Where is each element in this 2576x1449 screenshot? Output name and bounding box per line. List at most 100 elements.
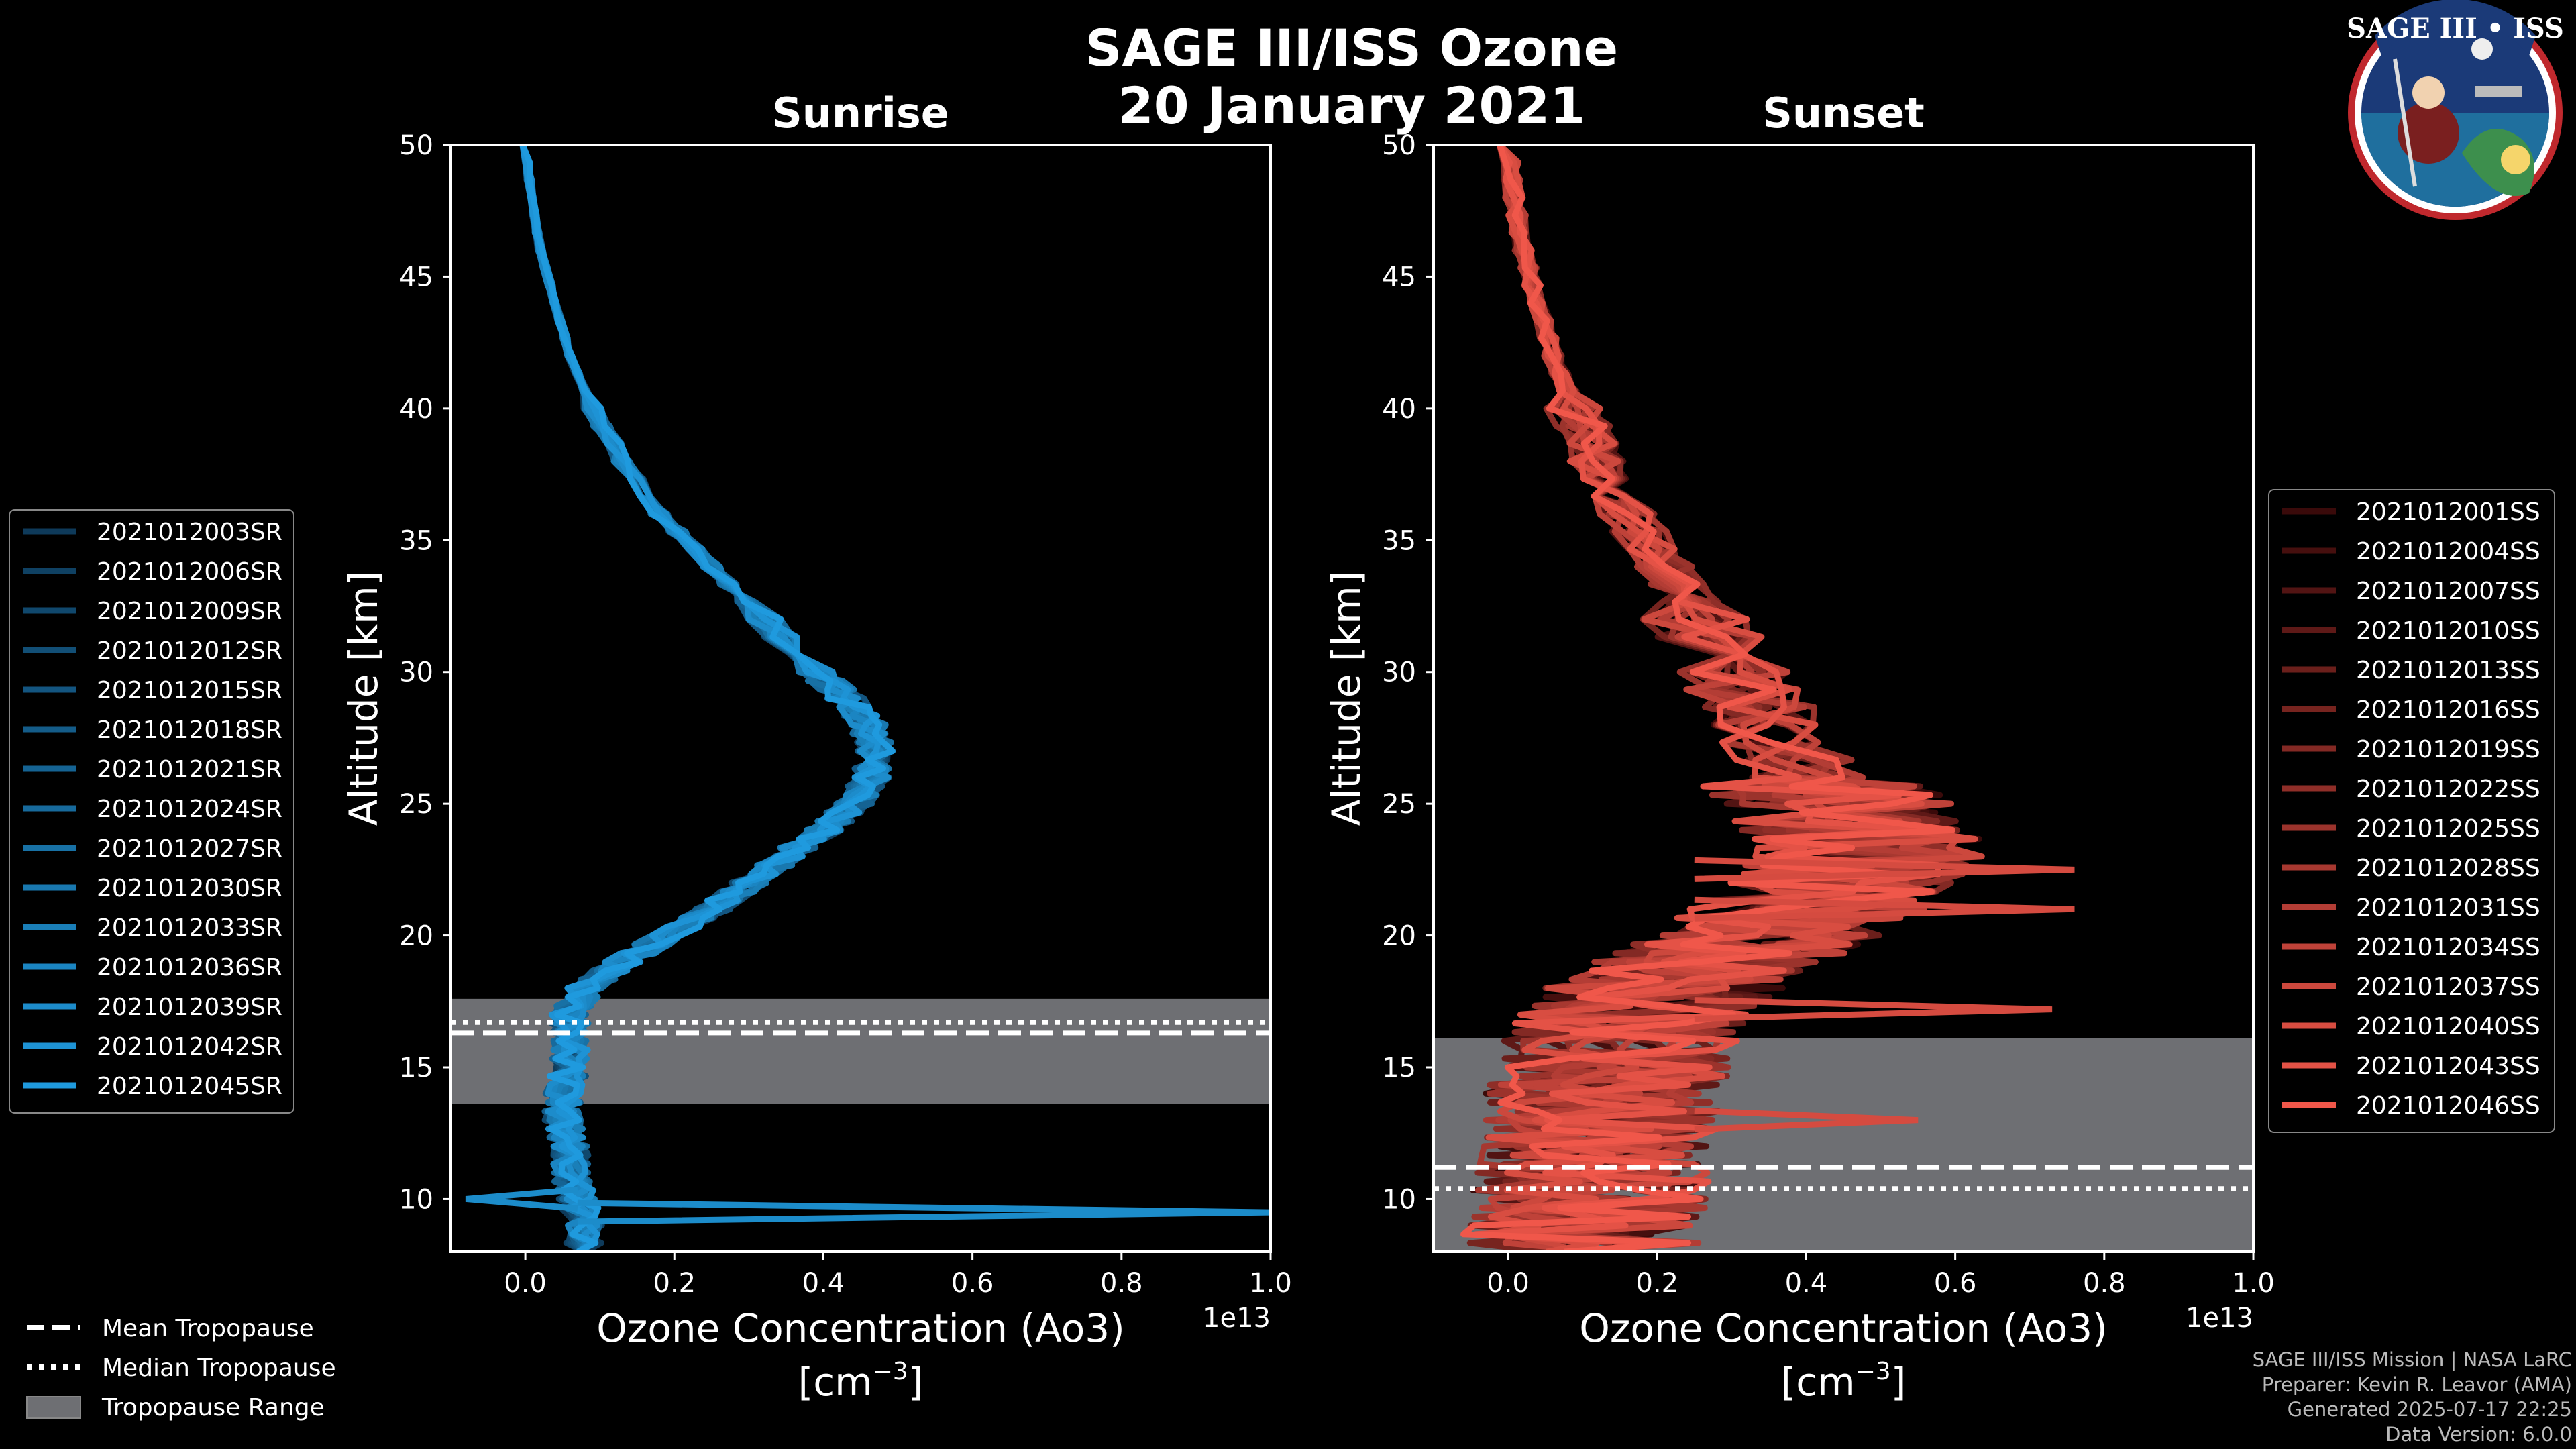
sunrise-ytick-label: 50 [399, 130, 433, 161]
sunset-xtick-label: 1.0 [2232, 1268, 2275, 1299]
sunrise-legend-label: 2021012012SR [97, 637, 282, 665]
sunrise-legend-label: 2021012036SR [97, 954, 282, 981]
sunrise-ytick-label: 35 [399, 525, 433, 556]
sunset-legend-label: 2021012022SS [2356, 775, 2540, 803]
sun-icon [2501, 145, 2530, 174]
sunset-chart: 10 15 20 25 30 35 40 45 50 0.0 0.2 0.4 0.6 0.8 1.0 Alt… [1324, 130, 2555, 1405]
moon-icon [2471, 38, 2493, 60]
sunrise-legend-label: 2021012045SR [97, 1073, 282, 1100]
sunrise-ytick-label: 45 [399, 262, 433, 292]
credit-line: SAGE III/ISS Mission | NASA LaRC [2253, 1348, 2572, 1371]
sunset-ytick-label: 50 [1382, 130, 1416, 161]
sunset-xlabel: Ozone Concentration (Ao3) [1579, 1305, 2108, 1351]
logo-text: SAGE III • ISS [2347, 13, 2564, 44]
sunset-legend-label: 2021012007SS [2356, 578, 2540, 605]
sunset-ytick-label: 15 [1382, 1053, 1416, 1083]
sunset-profile-line [1472, 145, 1942, 1252]
sunrise-profile-line [519, 145, 896, 1252]
sunrise-panel-title: Sunrise [772, 89, 949, 138]
tropopause-range-label: Tropopause Range [101, 1394, 325, 1421]
sunrise-ytick-label: 10 [399, 1184, 433, 1215]
sunrise-legend-label: 2021012042SR [97, 1033, 282, 1061]
sunrise-x-offset: 1e13 [1203, 1303, 1271, 1334]
sunset-ytick-label: 30 [1382, 657, 1416, 688]
sunrise-xtick-label: 0.8 [1100, 1268, 1143, 1299]
tropopause-range-swatch [26, 1396, 81, 1419]
sunrise-legend-label: 2021012027SR [97, 835, 282, 863]
sunset-ytick-label: 45 [1382, 262, 1416, 292]
mean-tropopause-label: Mean Tropopause [102, 1315, 314, 1342]
sunrise-legend-label: 2021012033SR [97, 914, 282, 942]
sunset-ytick-label: 35 [1382, 525, 1416, 556]
sunrise-xlabel: Ozone Concentration (Ao3) [596, 1305, 1125, 1351]
sunset-xtick-label: 0.0 [1487, 1268, 1529, 1299]
sunrise-xtick-label: 0.2 [653, 1268, 696, 1299]
credit-line: Generated 2025-07-17 22:25 [2288, 1398, 2572, 1421]
sunrise-chart: 10 15 20 25 30 35 40 45 50 0.0 0.2 0.4 0.6 0.8 1.0 Alt… [9, 130, 1292, 1405]
sunrise-legend: 2021012003SR 2021012006SR 2021012009SR 2021… [9, 509, 294, 1114]
sunrise-outlier-spike [577, 1199, 1271, 1225]
sunset-x-offset: 1e13 [2186, 1303, 2253, 1334]
sunset-xtick-label: 0.8 [2083, 1268, 2126, 1299]
figure-title-line1: SAGE III/ISS Ozone [1085, 18, 1618, 78]
sunset-legend-frame [2268, 489, 2555, 1133]
sunset-legend-label: 2021012010SS [2356, 617, 2540, 645]
sunrise-profiles [465, 145, 1271, 1252]
sunset-legend-label: 2021012037SS [2356, 973, 2540, 1001]
median-tropopause-label: Median Tropopause [102, 1354, 336, 1382]
sunset-legend-label: 2021012043SS [2356, 1053, 2540, 1080]
sunrise-legend-label: 2021012018SR [97, 716, 282, 744]
sunrise-ytick-label: 20 [399, 921, 433, 952]
tropopause-legend: Mean Tropopause Median Tropopause Tropop… [26, 1315, 336, 1421]
sunset-legend-label: 2021012016SS [2356, 696, 2540, 724]
sunset-legend-label: 2021012004SS [2356, 538, 2540, 566]
sunset-legend-label: 2021012001SS [2356, 498, 2540, 526]
sunset-axes-frame [1432, 144, 2255, 1253]
sunset-xtick-label: 0.6 [1934, 1268, 1977, 1299]
sunrise-xtick-label: 1.0 [1249, 1268, 1292, 1299]
sunset-outlier-spike [1694, 1108, 1919, 1133]
sunset-profile-line [1485, 145, 1978, 1252]
sunset-xtick-label: 0.4 [1785, 1268, 1828, 1299]
sunrise-ytick-label: 25 [399, 789, 433, 820]
sunset-outlier-spike [1694, 896, 2075, 922]
sunset-legend-label: 2021012019SS [2356, 736, 2540, 763]
sunrise-axes-frame [449, 144, 1272, 1253]
sunset-profile-line [1497, 145, 1985, 1252]
sunset-ytick-label: 40 [1382, 394, 1416, 425]
sunrise-xtick-label: 0.6 [951, 1268, 994, 1299]
sunset-legend: 2021012001SS 2021012004SS 2021012007SS 2021… [2268, 489, 2555, 1133]
sunset-legend-label: 2021012025SS [2356, 815, 2540, 843]
sunset-xtick-label: 0.2 [1635, 1268, 1678, 1299]
sunrise-ytick-label: 15 [399, 1053, 433, 1083]
credits: SAGE III/ISS Mission | NASA LaRC Prepare… [2253, 1348, 2572, 1446]
sunrise-legend-label: 2021012003SR [97, 519, 282, 546]
sunset-outlier-spike [1694, 997, 2053, 1022]
sunrise-ytick-label: 40 [399, 394, 433, 425]
sunrise-legend-label: 2021012009SR [97, 598, 282, 625]
sunset-profiles [1460, 145, 2075, 1252]
sunset-ylabel: Altitude [km] [1324, 571, 1369, 826]
sunset-ytick-label: 10 [1382, 1184, 1416, 1215]
sage-iii-iss-logo: SAGE III • ISS [2347, 0, 2564, 220]
sunset-profile-line [1460, 145, 1955, 1252]
sunrise-xlabel-units: [cm−3] [798, 1358, 924, 1405]
sunset-panel-title: Sunset [1762, 89, 1925, 138]
astronomer-figure-icon [2398, 102, 2459, 164]
credit-line: Data Version: 6.0.0 [2385, 1423, 2572, 1446]
sunset-ytick-label: 25 [1382, 789, 1416, 820]
sunrise-xtick-label: 0.4 [802, 1268, 845, 1299]
sunset-outlier-spike [1694, 857, 2075, 882]
sunrise-legend-label: 2021012015SR [97, 677, 282, 704]
sunrise-legend-label: 2021012021SR [97, 756, 282, 784]
sunset-legend-label: 2021012034SS [2356, 934, 2540, 961]
sunrise-ytick-label: 30 [399, 657, 433, 688]
credit-line: Preparer: Kevin R. Leavor (AMA) [2262, 1373, 2572, 1396]
sunrise-legend-label: 2021012039SR [97, 994, 282, 1021]
figure-title-line2: 20 January 2021 [1118, 76, 1585, 136]
iss-station-icon [2475, 86, 2522, 97]
sunrise-xtick-label: 0.0 [504, 1268, 547, 1299]
sunset-legend-label: 2021012028SS [2356, 855, 2540, 882]
sunrise-outlier-spike [465, 1186, 578, 1212]
